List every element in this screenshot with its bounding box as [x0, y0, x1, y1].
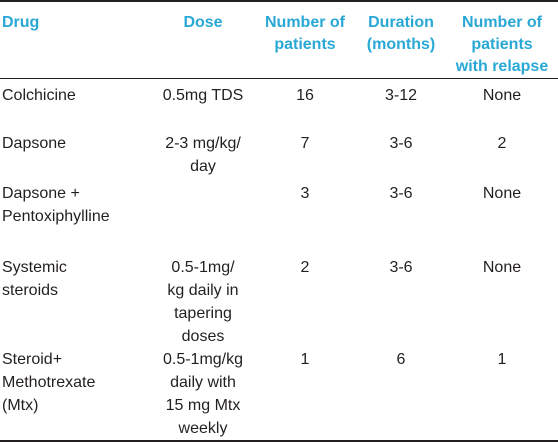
header-duration: Duration (months) — [366, 14, 436, 53]
row-colchicine-duration: 3-12 — [384, 87, 418, 104]
row-steroids-patients: 2 — [300, 259, 310, 276]
row-steroid-mtx-dose: 0.5-1mg/kg daily with 15 mg Mtx weekly — [162, 351, 244, 437]
row-dapsone-relapse: 2 — [497, 135, 507, 152]
row-steroid-mtx-duration: 6 — [396, 351, 406, 368]
row-steroid-mtx-patients: 1 — [300, 351, 310, 368]
header-dose: Dose — [183, 14, 223, 31]
row-steroids-drug: Systemic steroids — [2, 259, 67, 299]
header-relapse: Number of patients with relapse — [455, 14, 549, 75]
row-steroids-duration: 3-6 — [389, 259, 413, 276]
row-colchicine-relapse: None — [482, 87, 522, 104]
top-rule — [0, 0, 558, 2]
row-dapsone-patients: 7 — [300, 135, 310, 152]
row-dapsone-pentox-drug: Dapsone + Pentoxiphylline — [2, 185, 110, 225]
row-dapsone-pentox-duration: 3-6 — [389, 185, 413, 202]
row-dapsone-pentox-patients: 3 — [300, 185, 310, 202]
row-dapsone-drug: Dapsone — [2, 135, 67, 152]
row-colchicine-patients: 16 — [296, 87, 314, 104]
row-colchicine-dose: 0.5mg TDS — [162, 87, 244, 104]
row-colchicine-drug: Colchicine — [2, 87, 76, 104]
header-drug: Drug — [2, 14, 40, 31]
header-patients: Number of patients — [265, 14, 345, 53]
row-steroids-relapse: None — [482, 259, 522, 276]
row-steroid-mtx-drug: Steroid+ Methotrexate (Mtx) — [2, 351, 96, 414]
header-rule — [0, 78, 558, 79]
row-dapsone-duration: 3-6 — [389, 135, 413, 152]
row-steroids-dose: 0.5-1mg/ kg daily in tapering doses — [167, 259, 239, 345]
bottom-rule — [0, 440, 558, 442]
row-steroid-mtx-relapse: 1 — [497, 351, 507, 368]
row-dapsone-pentox-relapse: None — [482, 185, 522, 202]
row-dapsone-dose: 2-3 mg/kg/ day — [165, 135, 241, 175]
